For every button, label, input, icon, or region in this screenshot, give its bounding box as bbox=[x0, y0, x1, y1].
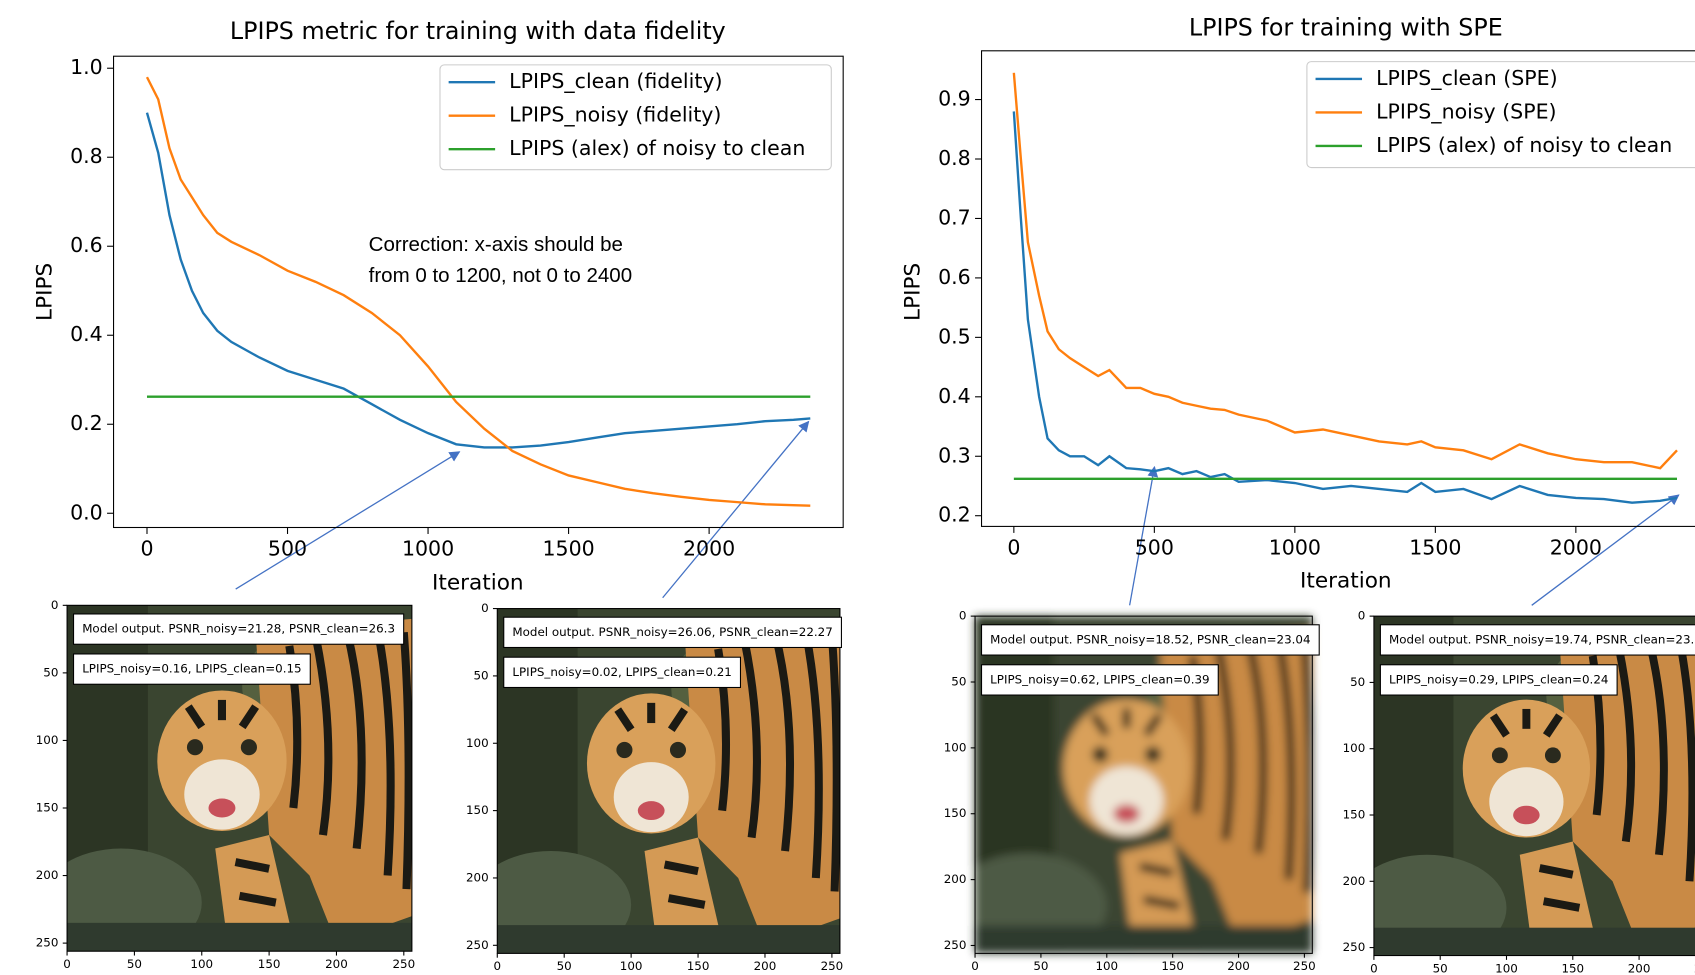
legend-label: LPIPS (alex) of noisy to clean bbox=[1376, 133, 1672, 157]
y-tick-label: 0 bbox=[481, 601, 489, 615]
x-tick-label: 2000 bbox=[683, 536, 735, 560]
x-tick-label: 250 bbox=[821, 959, 844, 973]
legend-label: LPIPS_clean (fidelity) bbox=[509, 69, 722, 93]
image-annotation: LPIPS_noisy=0.16, LPIPS_clean=0.15 bbox=[82, 662, 301, 676]
x-tick-label: 50 bbox=[127, 957, 142, 971]
y-tick-label: 0.3 bbox=[938, 443, 971, 467]
y-axis-label: LPIPS bbox=[32, 263, 57, 321]
x-tick-label: 0 bbox=[1007, 535, 1020, 559]
x-tick-label: 50 bbox=[1433, 961, 1448, 975]
x-tick-label: 150 bbox=[1561, 961, 1584, 975]
x-tick-label: 100 bbox=[190, 957, 213, 971]
x-tick-label: 1500 bbox=[1409, 535, 1461, 559]
y-tick-label: 0 bbox=[1358, 609, 1366, 623]
legend-label: LPIPS_noisy (SPE) bbox=[1376, 99, 1556, 123]
y-tick-label: 0.0 bbox=[70, 500, 103, 524]
arrow bbox=[663, 422, 809, 598]
legend-label: LPIPS_noisy (fidelity) bbox=[509, 103, 721, 127]
x-tick-label: 250 bbox=[1293, 959, 1316, 973]
y-tick-label: 50 bbox=[43, 665, 58, 679]
x-tick-label: 0 bbox=[493, 959, 501, 973]
y-tick-label: 0 bbox=[959, 609, 967, 623]
y-tick-label: 100 bbox=[1343, 741, 1366, 755]
x-tick-label: 100 bbox=[620, 959, 643, 973]
y-tick-label: 50 bbox=[474, 668, 489, 682]
y-tick-label: 150 bbox=[1343, 808, 1366, 822]
x-axis-label: Iteration bbox=[1300, 569, 1392, 594]
y-tick-label: 200 bbox=[944, 872, 967, 886]
chart-title: LPIPS for training with SPE bbox=[1189, 14, 1503, 42]
image-annotation: LPIPS_noisy=0.29, LPIPS_clean=0.24 bbox=[1389, 672, 1608, 686]
y-tick-label: 0.2 bbox=[70, 411, 103, 435]
y-tick-label: 0.2 bbox=[938, 503, 971, 527]
y-tick-label: 250 bbox=[1343, 940, 1366, 954]
x-tick-label: 150 bbox=[687, 959, 710, 973]
y-tick-label: 100 bbox=[466, 736, 489, 750]
y-tick-label: 0.6 bbox=[70, 233, 103, 257]
x-tick-label: 100 bbox=[1095, 959, 1118, 973]
y-tick-label: 0.7 bbox=[938, 205, 971, 229]
series-line bbox=[1014, 111, 1677, 502]
image-annotation: Model output. PSNR_noisy=18.52, PSNR_cle… bbox=[990, 632, 1310, 646]
x-tick-label: 0 bbox=[140, 536, 153, 560]
y-tick-label: 150 bbox=[36, 800, 59, 814]
y-tick-label: 250 bbox=[36, 936, 59, 950]
y-tick-label: 0 bbox=[51, 598, 59, 612]
y-tick-label: 0.4 bbox=[938, 384, 971, 408]
y-tick-label: 150 bbox=[944, 806, 967, 820]
annotation: Correction: x-axis should be bbox=[369, 233, 623, 256]
x-tick-label: 500 bbox=[268, 536, 307, 560]
x-tick-label: 1000 bbox=[402, 536, 454, 560]
x-tick-label: 50 bbox=[1033, 959, 1048, 973]
y-axis-label: LPIPS bbox=[900, 263, 925, 321]
arrow bbox=[236, 452, 460, 589]
y-tick-label: 1.0 bbox=[70, 55, 103, 79]
x-tick-label: 200 bbox=[1628, 961, 1651, 975]
y-tick-label: 150 bbox=[466, 803, 489, 817]
x-tick-label: 150 bbox=[1161, 959, 1184, 973]
y-tick-label: 200 bbox=[466, 870, 489, 884]
x-tick-label: 200 bbox=[754, 959, 777, 973]
y-tick-label: 200 bbox=[1343, 874, 1366, 888]
x-tick-label: 500 bbox=[1135, 535, 1174, 559]
image-annotation: Model output. PSNR_noisy=26.06, PSNR_cle… bbox=[512, 625, 832, 639]
y-tick-label: 250 bbox=[944, 938, 967, 952]
y-tick-label: 100 bbox=[36, 733, 59, 747]
y-tick-label: 50 bbox=[951, 675, 966, 689]
x-tick-label: 150 bbox=[258, 957, 281, 971]
x-tick-label: 200 bbox=[325, 957, 348, 971]
y-tick-label: 250 bbox=[466, 938, 489, 952]
x-tick-label: 1000 bbox=[1269, 535, 1321, 559]
y-tick-label: 50 bbox=[1350, 675, 1365, 689]
legend-label: LPIPS (alex) of noisy to clean bbox=[509, 136, 805, 160]
page: LPIPS metric for training with data fide… bbox=[0, 0, 1695, 975]
x-tick-label: 0 bbox=[1370, 961, 1378, 975]
x-tick-label: 1500 bbox=[542, 536, 594, 560]
y-tick-label: 0.5 bbox=[938, 324, 971, 348]
image-annotation: LPIPS_noisy=0.02, LPIPS_clean=0.21 bbox=[512, 665, 731, 679]
x-tick-label: 0 bbox=[971, 959, 979, 973]
y-tick-label: 0.6 bbox=[938, 265, 971, 289]
x-tick-label: 200 bbox=[1227, 959, 1250, 973]
figure: LPIPS metric for training with data fide… bbox=[0, 0, 1695, 975]
x-tick-label: 2000 bbox=[1550, 535, 1602, 559]
image-annotation: Model output. PSNR_noisy=19.74, PSNR_cle… bbox=[1389, 632, 1695, 646]
y-tick-label: 0.8 bbox=[70, 144, 103, 168]
y-tick-label: 100 bbox=[944, 740, 967, 754]
legend-label: LPIPS_clean (SPE) bbox=[1376, 66, 1558, 90]
image-annotation: Model output. PSNR_noisy=21.28, PSNR_cle… bbox=[82, 622, 395, 636]
annotation: from 0 to 1200, not 0 to 2400 bbox=[369, 264, 632, 287]
y-tick-label: 0.9 bbox=[938, 87, 971, 111]
y-tick-label: 200 bbox=[36, 868, 59, 882]
x-axis-label: Iteration bbox=[432, 571, 524, 596]
y-tick-label: 0.4 bbox=[70, 322, 103, 346]
chart-title: LPIPS metric for training with data fide… bbox=[230, 17, 726, 45]
x-tick-label: 0 bbox=[63, 957, 71, 971]
y-tick-label: 0.8 bbox=[938, 146, 971, 170]
x-tick-label: 50 bbox=[557, 959, 572, 973]
x-tick-label: 100 bbox=[1495, 961, 1518, 975]
image-annotation: LPIPS_noisy=0.62, LPIPS_clean=0.39 bbox=[990, 672, 1209, 686]
x-tick-label: 250 bbox=[392, 957, 415, 971]
